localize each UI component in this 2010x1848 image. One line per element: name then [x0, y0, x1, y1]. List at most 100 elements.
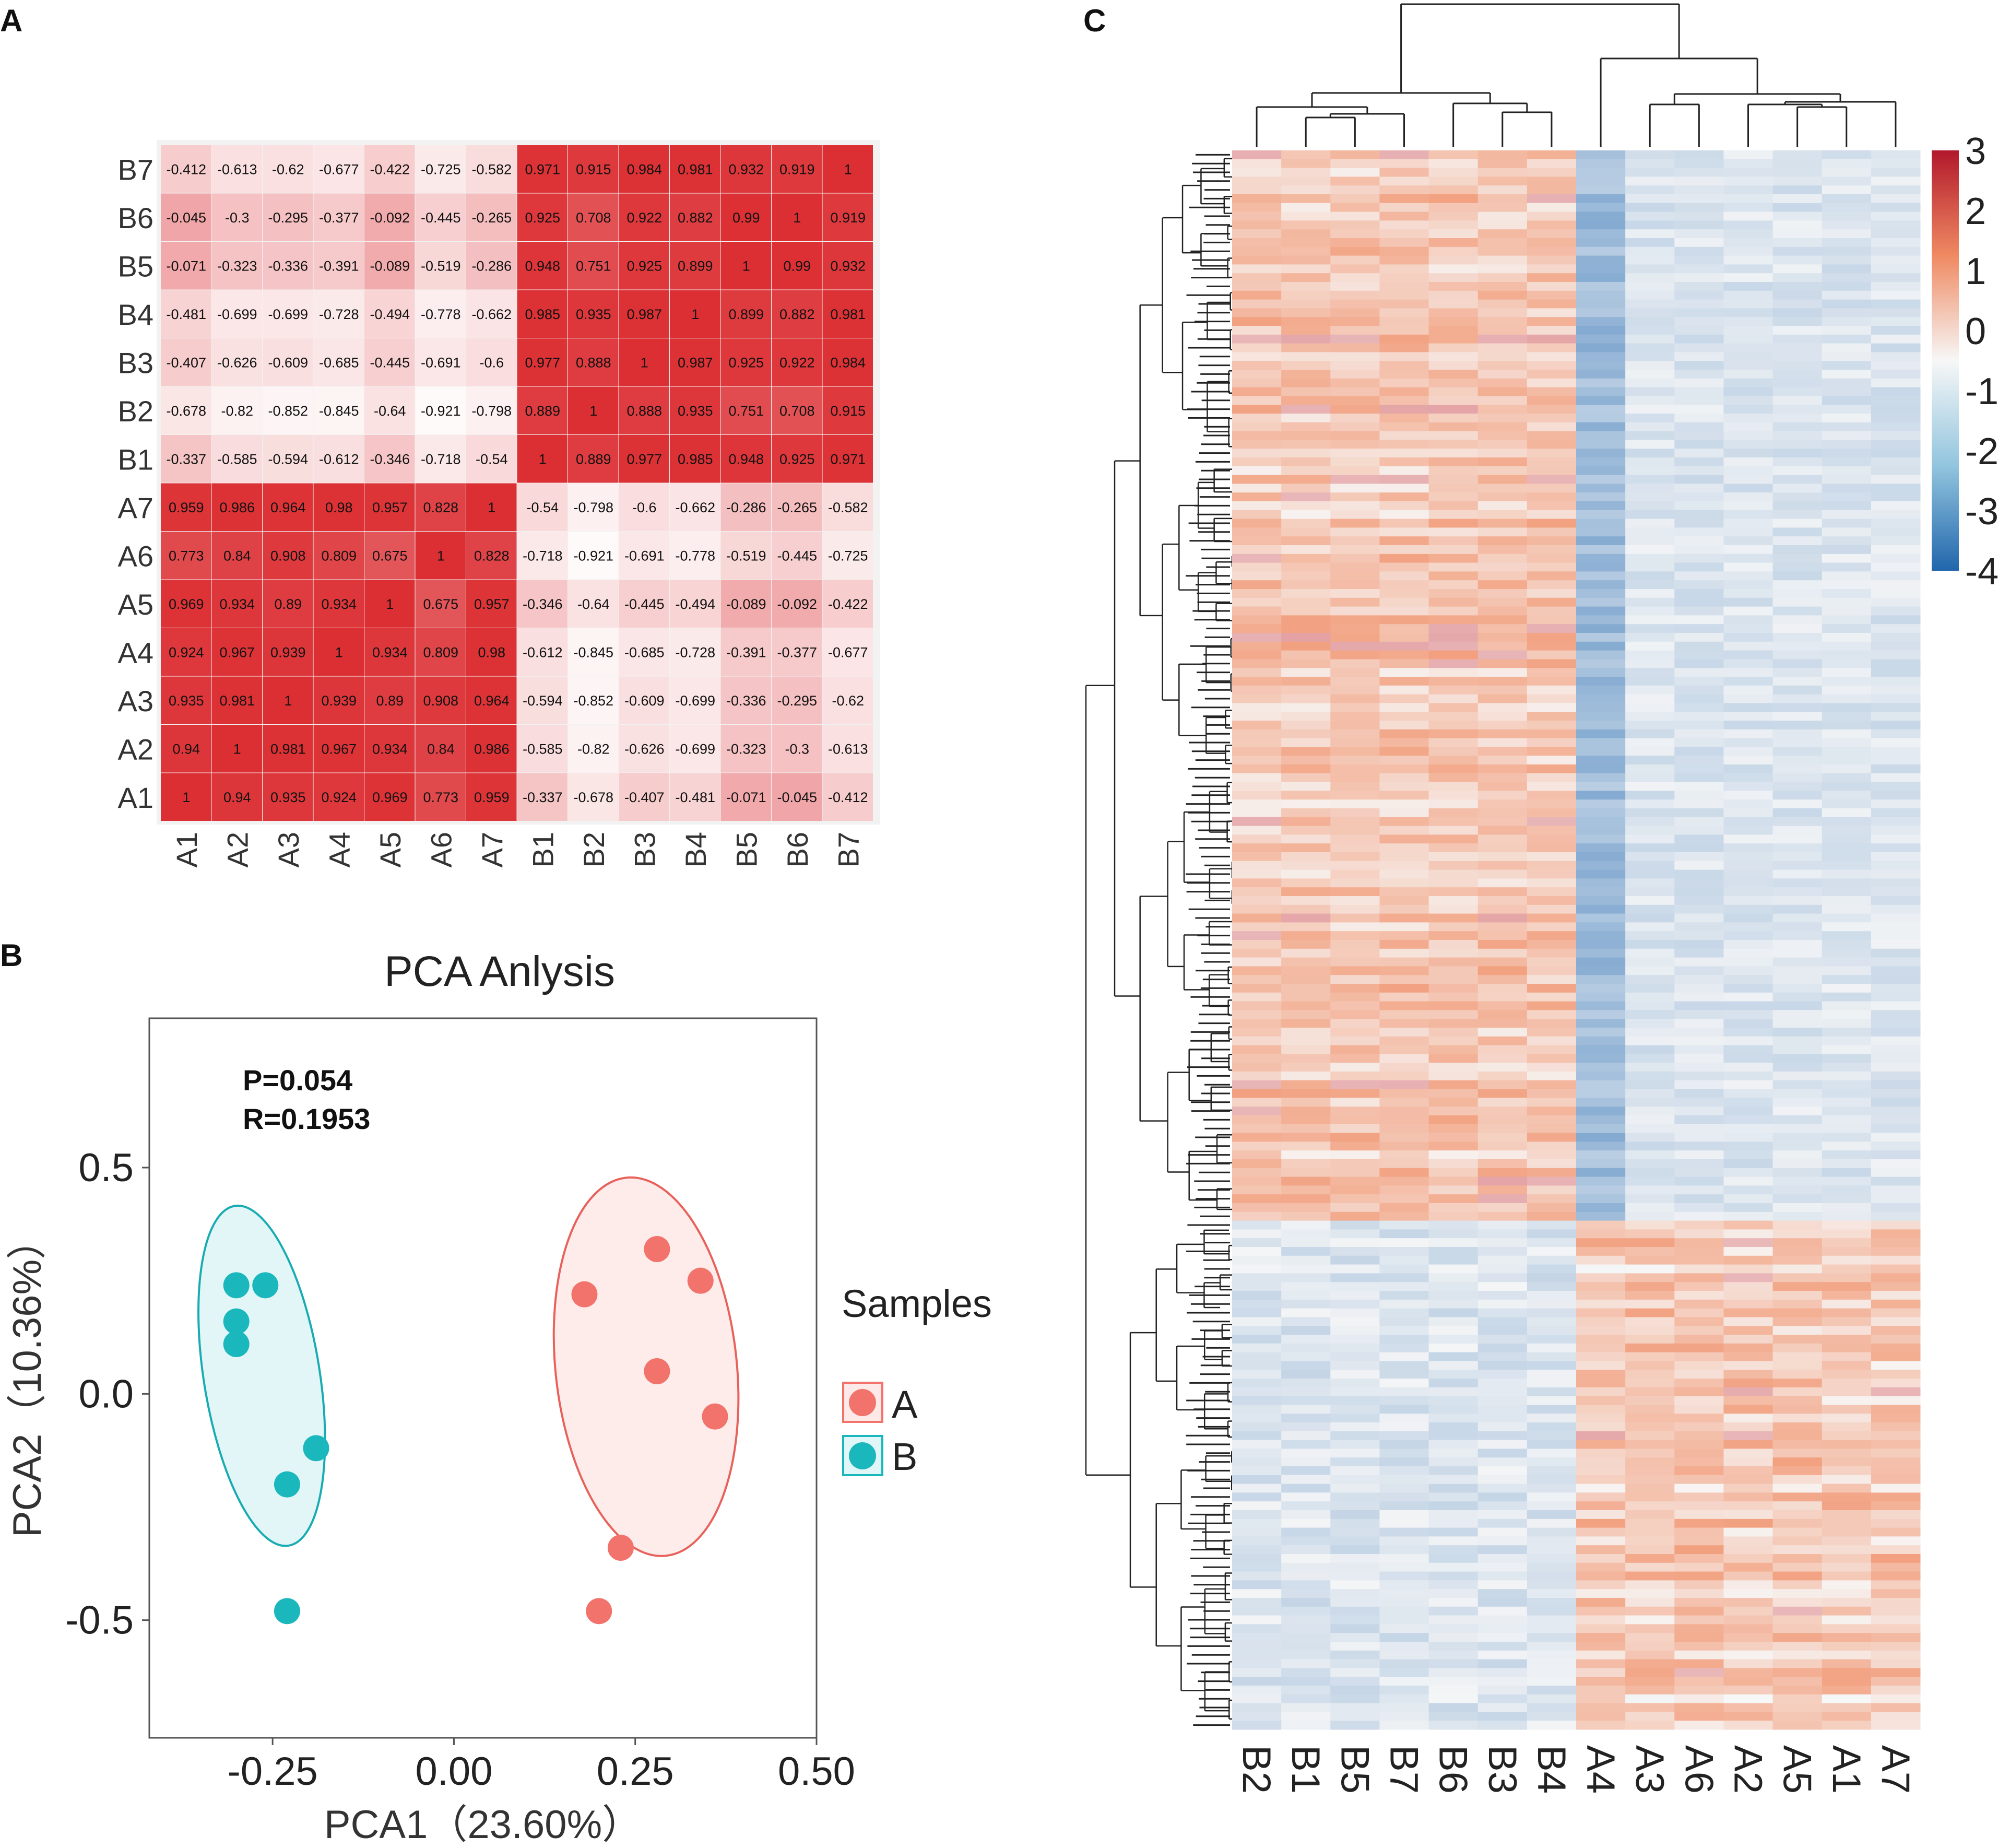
heatmap-cell — [1723, 1028, 1773, 1037]
heatmap-cell — [1576, 1545, 1626, 1555]
heatmap-cell — [1772, 545, 1823, 555]
corr-cell-value: 0.922 — [779, 355, 815, 370]
heatmap-cell — [1232, 1343, 1282, 1353]
corr-cell — [720, 483, 771, 531]
heatmap-column-label: B4 — [1529, 1745, 1574, 1794]
corr-cell-value: -0.699 — [675, 741, 715, 757]
heatmap-cell — [1772, 1063, 1823, 1072]
heatmap-cell — [1871, 334, 1921, 344]
heatmap-cell — [1281, 264, 1331, 274]
heatmap-cell — [1576, 1449, 1626, 1458]
heatmap-cell — [1625, 1176, 1675, 1186]
heatmap-cell — [1576, 869, 1626, 879]
corr-cell-value: -0.678 — [166, 403, 206, 419]
corr-cell-value: 1 — [539, 451, 547, 467]
corr-cell-value: 0.969 — [372, 790, 408, 805]
heatmap-cell — [1428, 1589, 1479, 1598]
heatmap-cell — [1625, 352, 1675, 361]
corr-cell-value: 0.981 — [219, 693, 255, 709]
heatmap-cell — [1576, 1414, 1626, 1423]
heatmap-cell — [1477, 1686, 1528, 1695]
heatmap-cell — [1822, 1642, 1872, 1651]
heatmap-cell — [1871, 747, 1921, 756]
heatmap-cell — [1772, 1405, 1823, 1414]
heatmap-cell — [1281, 1370, 1331, 1379]
heatmap-cell — [1723, 1536, 1773, 1546]
heatmap-cell — [1772, 677, 1823, 686]
heatmap-cell — [1477, 1396, 1528, 1405]
heatmap-cell — [1477, 1247, 1528, 1256]
heatmap-cell — [1477, 1001, 1528, 1010]
corr-cell — [720, 145, 771, 193]
heatmap-cell — [1772, 1299, 1823, 1309]
heatmap-cell — [1871, 431, 1921, 440]
heatmap-cell — [1232, 1580, 1282, 1590]
heatmap-cell — [1822, 1633, 1872, 1642]
heatmap-cell — [1477, 1510, 1528, 1520]
heatmap-cell — [1379, 668, 1429, 677]
heatmap-cell — [1330, 246, 1380, 256]
heatmap-cell — [1674, 668, 1724, 677]
heatmap-cell — [1723, 370, 1773, 379]
heatmap-cell — [1772, 1562, 1823, 1572]
corr-cell-value: -0.265 — [777, 500, 817, 515]
heatmap-cell — [1428, 211, 1479, 221]
heatmap-cell — [1477, 370, 1528, 379]
heatmap-cell — [1281, 1229, 1331, 1239]
heatmap-cell — [1527, 1361, 1577, 1370]
heatmap-cell — [1527, 466, 1577, 476]
corr-cell — [263, 242, 313, 290]
corr-row-label: B2 — [118, 395, 154, 428]
corr-row-label: B6 — [118, 202, 154, 234]
heatmap-cell — [1822, 1273, 1872, 1282]
heatmap-cell — [1330, 1115, 1380, 1125]
heatmap-cell — [1822, 1431, 1872, 1441]
heatmap-cell — [1822, 1457, 1872, 1467]
heatmap-cell — [1477, 299, 1528, 309]
heatmap-cell — [1232, 422, 1282, 432]
heatmap-cell — [1232, 1422, 1282, 1432]
heatmap-cell — [1576, 1571, 1626, 1581]
heatmap-cell — [1772, 449, 1823, 458]
heatmap-cell — [1822, 273, 1872, 283]
heatmap-cell — [1576, 396, 1626, 405]
heatmap-cell — [1330, 273, 1380, 283]
corr-cell-value: -0.699 — [217, 307, 257, 322]
corr-cell-value: 0.971 — [830, 451, 866, 467]
heatmap-cell — [1527, 352, 1577, 361]
heatmap-cell — [1281, 1598, 1331, 1607]
heatmap-cell — [1379, 580, 1429, 590]
heatmap-cell — [1822, 1107, 1872, 1116]
heatmap-cell — [1281, 948, 1331, 958]
heatmap-cell — [1379, 1422, 1429, 1432]
heatmap-cell — [1281, 887, 1331, 897]
heatmap-cell — [1379, 1686, 1429, 1695]
heatmap-cell — [1281, 984, 1331, 993]
heatmap-cell — [1723, 1107, 1773, 1116]
corr-cell-value: -0.519 — [726, 548, 766, 563]
heatmap-cell — [1625, 1598, 1675, 1607]
heatmap-cell — [1674, 896, 1724, 905]
corr-cell — [415, 435, 466, 483]
heatmap-cell — [1428, 414, 1479, 423]
heatmap-cell — [1428, 1133, 1479, 1142]
heatmap-cell — [1527, 808, 1577, 818]
heatmap-cell — [1232, 1475, 1282, 1485]
heatmap-cell — [1625, 1466, 1675, 1476]
heatmap-cell — [1477, 194, 1528, 204]
heatmap-cell — [1232, 378, 1282, 388]
heatmap-cell — [1428, 1141, 1479, 1151]
corr-cell — [313, 145, 364, 193]
heatmap-cell — [1281, 834, 1331, 844]
heatmap-cell — [1822, 238, 1872, 248]
heatmap-cell — [1576, 1642, 1626, 1651]
heatmap-cell — [1281, 176, 1331, 186]
heatmap-cell — [1625, 405, 1675, 414]
heatmap-cell — [1822, 641, 1872, 651]
heatmap-cell — [1674, 1124, 1724, 1134]
heatmap-cell — [1232, 878, 1282, 888]
corr-cell-value: -0.295 — [777, 693, 817, 709]
heatmap-cell — [1527, 431, 1577, 440]
heatmap-cell — [1281, 1115, 1331, 1125]
heatmap-cell — [1428, 1291, 1479, 1300]
